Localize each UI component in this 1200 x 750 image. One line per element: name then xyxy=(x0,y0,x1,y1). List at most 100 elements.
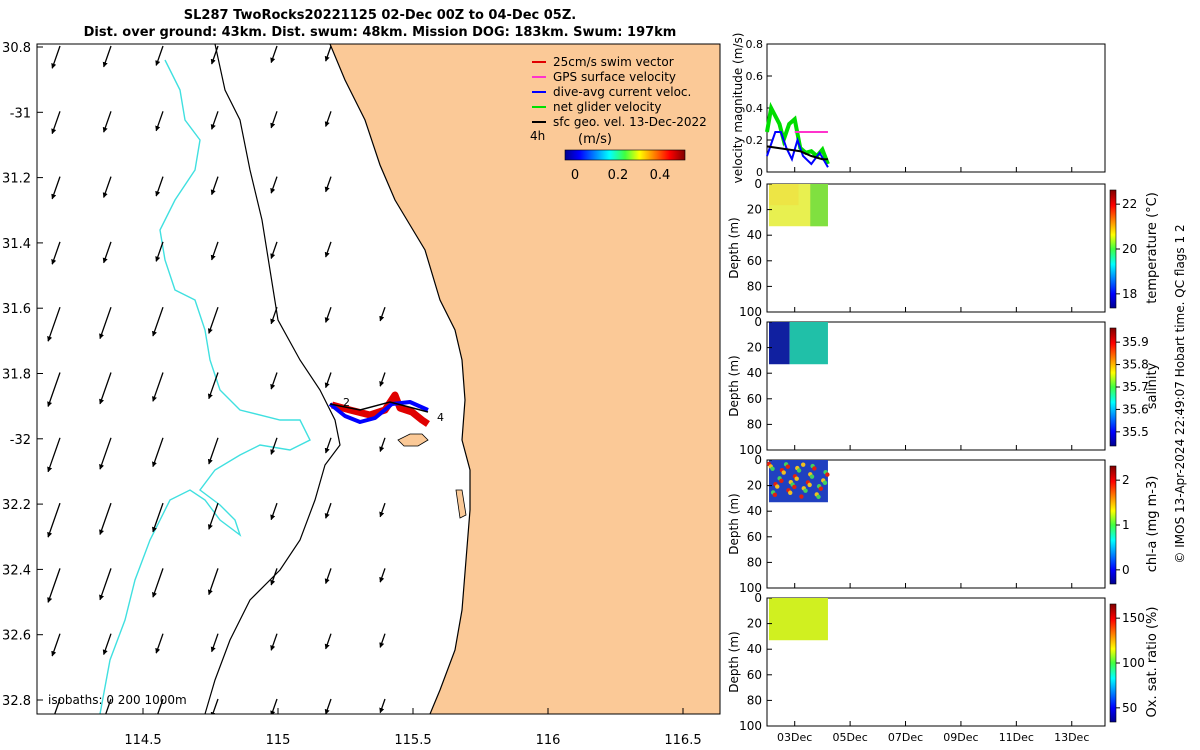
colorbar-title: (m/s) xyxy=(578,132,612,147)
velocity-vector xyxy=(47,437,61,473)
colorbar-tick-label: 22 xyxy=(1122,197,1137,211)
time-tick-label: 07Dec xyxy=(888,731,923,744)
lat-tick-label: 31.6 xyxy=(2,302,31,317)
colorbar-tick-label: 1 xyxy=(1122,518,1130,532)
isobath-200m xyxy=(204,44,341,714)
velocity-series xyxy=(765,101,830,168)
track-label-start: 2 xyxy=(343,396,350,409)
land-mass xyxy=(330,44,720,714)
glider-track-black xyxy=(329,401,429,413)
velocity-vector xyxy=(51,111,61,135)
velocity-vector xyxy=(210,698,219,714)
velocity-vector xyxy=(99,502,112,535)
depth-tick-label: 20 xyxy=(747,617,762,631)
velocity-y-tick-label: 0.8 xyxy=(746,38,764,51)
chl-sample xyxy=(775,484,780,489)
velocity-vector xyxy=(51,241,61,265)
time-tick-label: 13Dec xyxy=(1054,731,1089,744)
surface-velocity-vectors xyxy=(47,45,386,714)
velocity-vector xyxy=(324,45,332,62)
colorbar-tick-label: 0.4 xyxy=(650,168,671,183)
depth-axis-label: Depth (m) xyxy=(727,217,741,278)
colorbar-label: temperature (°C) xyxy=(1145,192,1160,304)
velocity-vector xyxy=(207,437,219,465)
time-mark-label: 4h xyxy=(530,129,545,143)
depth-tick-label: 60 xyxy=(747,668,762,682)
depth-tick-label: 100 xyxy=(739,305,762,319)
velocity-vector xyxy=(207,306,219,334)
velocity-vector xyxy=(210,176,219,196)
velocity-vector xyxy=(324,633,332,650)
colorbar-tick-label: 20 xyxy=(1122,242,1137,256)
depth-panel: 0 20 40 60 80 100 Depth (m) 18 20 22 temperature (… xyxy=(727,177,1160,319)
velocity-y-tick-label: 0.2 xyxy=(746,134,764,147)
velocity-vector xyxy=(155,241,164,262)
velocity-vector xyxy=(155,45,164,66)
velocity-vector xyxy=(102,241,112,264)
velocity-series-line xyxy=(766,145,828,161)
lat-tick-label: 32.4 xyxy=(2,563,31,578)
velocity-vector xyxy=(54,698,61,714)
chl-sample xyxy=(800,462,806,467)
map-lat-ticks: 30.8 -31 31.2 31.4 31.6 31.8 -32 32.2 32.4 32.6 32… xyxy=(2,41,43,709)
depth-tick-label: 40 xyxy=(747,366,762,380)
time-tick-label: 03Dec xyxy=(777,731,812,744)
section-colorbar xyxy=(1109,189,1117,309)
velocity-vector xyxy=(324,698,332,714)
colorbar-tick-label: 2 xyxy=(1122,473,1130,487)
chl-sample xyxy=(818,486,824,491)
colorbar-tick-label: 150 xyxy=(1122,611,1145,625)
depth-axis-label: Depth (m) xyxy=(727,355,741,416)
colorbar-tick-label: 35.5 xyxy=(1122,425,1149,439)
colorbar-label: salinity xyxy=(1145,362,1160,409)
depth-tick-label: 80 xyxy=(747,693,762,707)
section-colorbar xyxy=(1109,327,1117,447)
velocity-vector xyxy=(324,241,332,258)
velocity-vector xyxy=(99,372,112,405)
lon-tick-label: 115 xyxy=(266,733,291,748)
velocity-vector xyxy=(152,372,164,402)
velocity-vector xyxy=(270,372,278,390)
figure-title-line1: SL287 TwoRocks20221125 02-Dec 00Z to 04-… xyxy=(183,8,577,23)
section-data xyxy=(789,322,828,365)
velocity-vector xyxy=(324,437,332,454)
velocity-vector xyxy=(51,176,61,200)
lat-tick-label: -32 xyxy=(10,433,31,448)
legend-entry: GPS surface velocity xyxy=(553,70,676,84)
time-tick-label: 11Dec xyxy=(999,731,1034,744)
chl-sample xyxy=(816,494,821,500)
chl-sample xyxy=(825,472,830,477)
chl-sample xyxy=(779,478,784,483)
velocity-vector xyxy=(47,568,61,603)
velocity-vector xyxy=(379,633,386,648)
depth-panel: 0 20 40 60 80 100 Depth (m) 0 1 2 chl-a (mg m-3) xyxy=(727,453,1160,595)
lon-tick-label: 114.5 xyxy=(124,733,161,748)
velocity-vector xyxy=(270,176,278,194)
depth-tick-label: 20 xyxy=(747,203,762,217)
colorbar-label: Ox. sat. ratio (%) xyxy=(1145,607,1160,718)
depth-tick-label: 80 xyxy=(747,279,762,293)
time-axis-ticks: 03Dec 05Dec 07Dec 09Dec 11Dec 13Dec xyxy=(777,167,1089,744)
glider-track-red xyxy=(331,391,430,427)
velocity-vector xyxy=(207,568,219,596)
chl-sample xyxy=(772,492,778,498)
velocity-vector xyxy=(210,241,219,261)
chl-sample xyxy=(809,474,815,479)
velocity-y-label: velocity magnitude (m/s) xyxy=(731,33,745,184)
velocity-vector xyxy=(270,568,278,586)
lat-tick-label: 31.4 xyxy=(2,237,31,252)
velocity-vector xyxy=(379,306,386,322)
chl-sample xyxy=(799,494,804,499)
velocity-vector xyxy=(379,502,386,518)
section-data xyxy=(769,322,790,365)
velocity-y-tick-label: 0.4 xyxy=(746,102,764,115)
depth-tick-label: 40 xyxy=(747,504,762,518)
colorbar-label: chl-a (mg m-3) xyxy=(1145,476,1160,573)
section-colorbar xyxy=(1109,603,1117,723)
depth-tick-label: 100 xyxy=(739,581,762,595)
velocity-vector xyxy=(51,633,61,657)
velocity-y-ticks: 0 0.2 0.4 0.6 0.8 xyxy=(746,38,772,179)
velocity-vector xyxy=(207,372,219,400)
